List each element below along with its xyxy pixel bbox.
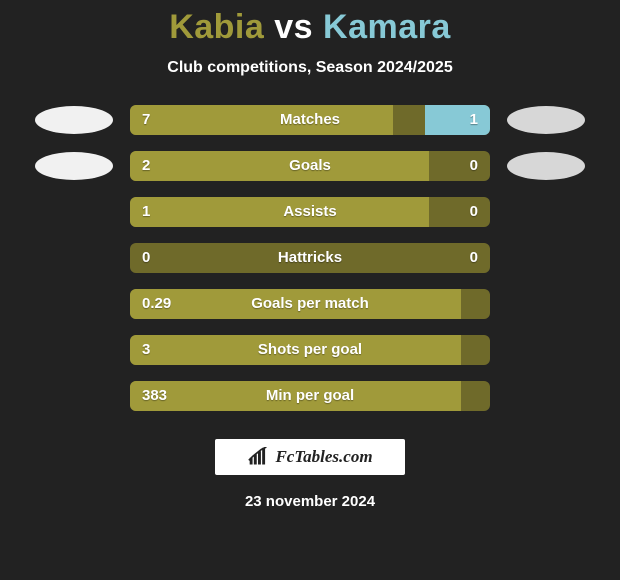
stat-label: Min per goal <box>130 381 490 411</box>
vs-text: vs <box>274 8 313 46</box>
stat-value-right: 0 <box>470 243 478 273</box>
stat-rows: 7Matches12Goals01Assists00Hattricks00.29… <box>0 105 620 411</box>
stat-label: Assists <box>130 197 490 227</box>
stat-label: Matches <box>130 105 490 135</box>
stat-bar: 0.29Goals per match <box>130 289 490 319</box>
stat-bar: 1Assists0 <box>130 197 490 227</box>
chart-icon <box>247 447 269 467</box>
stat-bar: 7Matches1 <box>130 105 490 135</box>
right-shape-slot <box>498 152 594 180</box>
player1-ellipse <box>35 152 113 180</box>
stat-label: Hattricks <box>130 243 490 273</box>
stat-row: 383Min per goal <box>0 381 620 411</box>
date-text: 23 november 2024 <box>0 493 620 510</box>
stat-bar: 3Shots per goal <box>130 335 490 365</box>
player2-ellipse <box>507 152 585 180</box>
subtitle: Club competitions, Season 2024/2025 <box>0 59 620 77</box>
player1-ellipse <box>35 106 113 134</box>
comparison-card: Kabia vs Kamara Club competitions, Seaso… <box>0 0 620 580</box>
stat-row: 0Hattricks0 <box>0 243 620 273</box>
stat-row: 1Assists0 <box>0 197 620 227</box>
stat-value-right: 1 <box>470 105 478 135</box>
stat-label: Goals per match <box>130 289 490 319</box>
watermark-text: FcTables.com <box>275 447 372 467</box>
page-title: Kabia vs Kamara <box>0 8 620 47</box>
stat-row: 3Shots per goal <box>0 335 620 365</box>
player2-name: Kamara <box>323 8 451 46</box>
player1-name: Kabia <box>169 8 264 46</box>
stat-bar: 383Min per goal <box>130 381 490 411</box>
stat-row: 2Goals0 <box>0 151 620 181</box>
right-shape-slot <box>498 106 594 134</box>
stat-value-right: 0 <box>470 197 478 227</box>
watermark: FcTables.com <box>215 439 405 475</box>
stat-row: 0.29Goals per match <box>0 289 620 319</box>
stat-label: Goals <box>130 151 490 181</box>
left-shape-slot <box>26 106 122 134</box>
stat-row: 7Matches1 <box>0 105 620 135</box>
left-shape-slot <box>26 152 122 180</box>
stat-value-right: 0 <box>470 151 478 181</box>
stat-bar: 2Goals0 <box>130 151 490 181</box>
player2-ellipse <box>507 106 585 134</box>
stat-bar: 0Hattricks0 <box>130 243 490 273</box>
stat-label: Shots per goal <box>130 335 490 365</box>
